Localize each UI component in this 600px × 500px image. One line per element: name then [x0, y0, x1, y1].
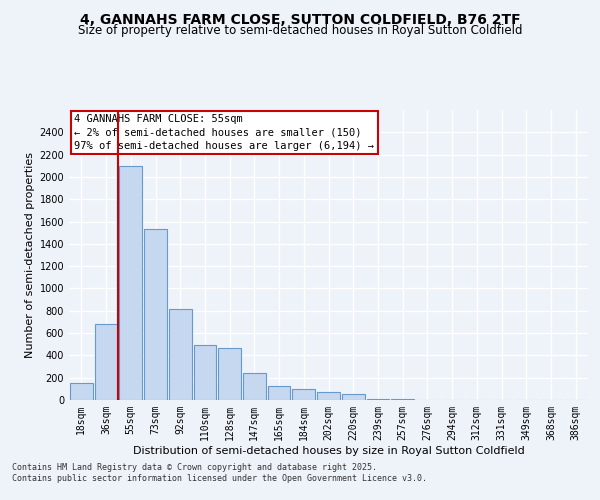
- Bar: [342, 394, 365, 400]
- Bar: [194, 346, 216, 400]
- Text: 4 GANNAHS FARM CLOSE: 55sqm
← 2% of semi-detached houses are smaller (150)
97% o: 4 GANNAHS FARM CLOSE: 55sqm ← 2% of semi…: [74, 114, 374, 151]
- Bar: [292, 390, 315, 400]
- Y-axis label: Number of semi-detached properties: Number of semi-detached properties: [25, 152, 35, 358]
- Text: 4, GANNAHS FARM CLOSE, SUTTON COLDFIELD, B76 2TF: 4, GANNAHS FARM CLOSE, SUTTON COLDFIELD,…: [80, 12, 520, 26]
- Bar: [317, 392, 340, 400]
- X-axis label: Distribution of semi-detached houses by size in Royal Sutton Coldfield: Distribution of semi-detached houses by …: [133, 446, 524, 456]
- Text: Contains public sector information licensed under the Open Government Licence v3: Contains public sector information licen…: [12, 474, 427, 483]
- Text: Size of property relative to semi-detached houses in Royal Sutton Coldfield: Size of property relative to semi-detach…: [78, 24, 522, 37]
- Bar: [268, 386, 290, 400]
- Bar: [243, 373, 266, 400]
- Bar: [169, 308, 191, 400]
- Text: Contains HM Land Registry data © Crown copyright and database right 2025.: Contains HM Land Registry data © Crown c…: [12, 462, 377, 471]
- Bar: [144, 230, 167, 400]
- Bar: [95, 324, 118, 400]
- Bar: [218, 348, 241, 400]
- Bar: [70, 382, 93, 400]
- Bar: [367, 399, 389, 400]
- Bar: [119, 166, 142, 400]
